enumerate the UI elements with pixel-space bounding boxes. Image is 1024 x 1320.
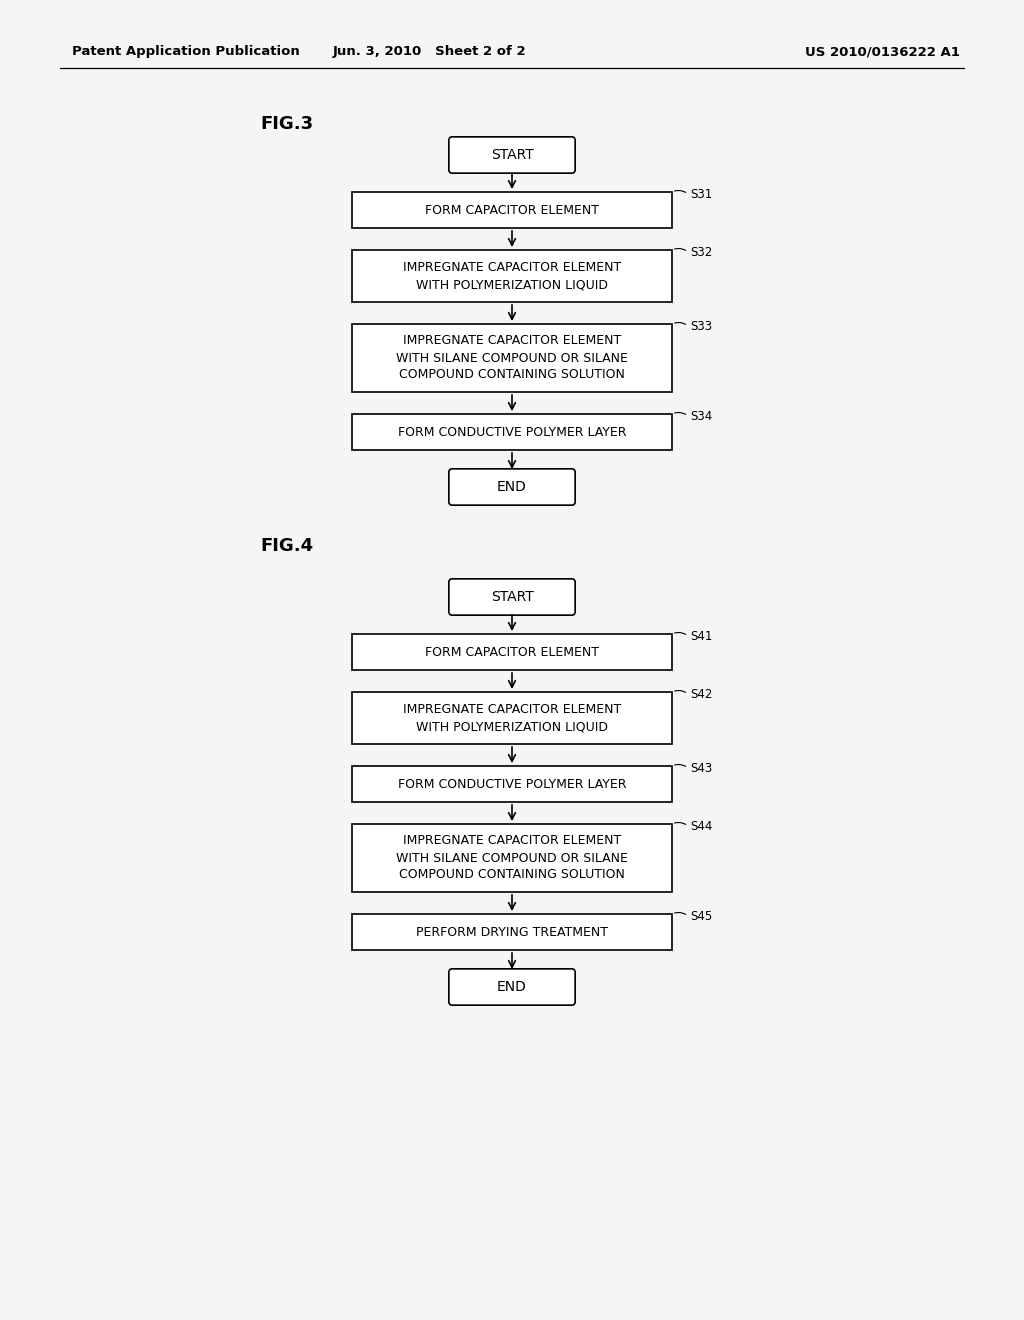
FancyBboxPatch shape bbox=[449, 469, 575, 506]
Text: END: END bbox=[497, 480, 527, 494]
Text: FIG.4: FIG.4 bbox=[260, 537, 313, 554]
Text: IMPREGNATE CAPACITOR ELEMENT
WITH POLYMERIZATION LIQUID: IMPREGNATE CAPACITOR ELEMENT WITH POLYME… bbox=[402, 704, 622, 733]
Text: IMPREGNATE CAPACITOR ELEMENT
WITH SILANE COMPOUND OR SILANE
COMPOUND CONTAINING : IMPREGNATE CAPACITOR ELEMENT WITH SILANE… bbox=[396, 834, 628, 882]
Bar bbox=[352, 414, 672, 450]
Bar bbox=[352, 634, 672, 671]
Text: FORM CAPACITOR ELEMENT: FORM CAPACITOR ELEMENT bbox=[425, 645, 599, 659]
Text: S44: S44 bbox=[690, 820, 713, 833]
Text: S43: S43 bbox=[690, 762, 713, 775]
Text: Patent Application Publication: Patent Application Publication bbox=[72, 45, 300, 58]
Text: FORM CONDUCTIVE POLYMER LAYER: FORM CONDUCTIVE POLYMER LAYER bbox=[397, 777, 627, 791]
Text: S34: S34 bbox=[690, 411, 713, 422]
Text: S33: S33 bbox=[690, 319, 712, 333]
Text: US 2010/0136222 A1: US 2010/0136222 A1 bbox=[805, 45, 961, 58]
Text: S42: S42 bbox=[690, 688, 713, 701]
Text: FORM CONDUCTIVE POLYMER LAYER: FORM CONDUCTIVE POLYMER LAYER bbox=[397, 425, 627, 438]
Bar bbox=[352, 323, 672, 392]
FancyBboxPatch shape bbox=[449, 579, 575, 615]
Text: PERFORM DRYING TREATMENT: PERFORM DRYING TREATMENT bbox=[416, 925, 608, 939]
Text: END: END bbox=[497, 979, 527, 994]
Text: Jun. 3, 2010   Sheet 2 of 2: Jun. 3, 2010 Sheet 2 of 2 bbox=[333, 45, 526, 58]
Text: START: START bbox=[490, 148, 534, 162]
Text: S32: S32 bbox=[690, 246, 713, 259]
Text: START: START bbox=[490, 590, 534, 605]
Bar bbox=[352, 191, 672, 228]
Text: IMPREGNATE CAPACITOR ELEMENT
WITH POLYMERIZATION LIQUID: IMPREGNATE CAPACITOR ELEMENT WITH POLYME… bbox=[402, 261, 622, 290]
Text: S41: S41 bbox=[690, 630, 713, 643]
Bar bbox=[352, 766, 672, 803]
FancyBboxPatch shape bbox=[449, 969, 575, 1005]
Bar bbox=[352, 913, 672, 950]
Text: S45: S45 bbox=[690, 909, 713, 923]
Bar bbox=[352, 249, 672, 302]
FancyBboxPatch shape bbox=[449, 137, 575, 173]
Text: FIG.3: FIG.3 bbox=[260, 115, 313, 133]
Bar bbox=[352, 692, 672, 744]
Text: IMPREGNATE CAPACITOR ELEMENT
WITH SILANE COMPOUND OR SILANE
COMPOUND CONTAINING : IMPREGNATE CAPACITOR ELEMENT WITH SILANE… bbox=[396, 334, 628, 381]
Bar bbox=[352, 824, 672, 892]
Text: S31: S31 bbox=[690, 187, 713, 201]
Text: FORM CAPACITOR ELEMENT: FORM CAPACITOR ELEMENT bbox=[425, 203, 599, 216]
